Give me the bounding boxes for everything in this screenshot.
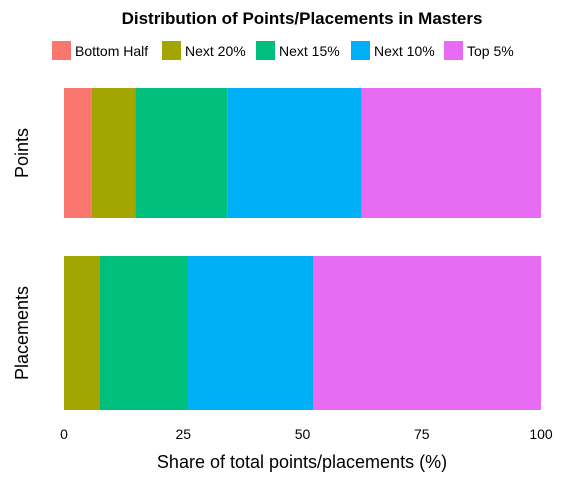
bar-points-next-10pct xyxy=(227,88,362,218)
chart-title: Distribution of Points/Placements in Mas… xyxy=(122,9,483,28)
bar-points-bottom-half xyxy=(64,88,92,218)
y-tick-label-placements: Placements xyxy=(12,286,32,380)
legend-swatch xyxy=(52,41,71,60)
x-tick-label: 75 xyxy=(414,426,430,442)
bar-points-top-5pct xyxy=(361,88,541,218)
legend-item-next-10pct: Next 10% xyxy=(351,41,435,60)
legend-item-top-5pct: Top 5% xyxy=(444,41,514,60)
x-tick-label: 50 xyxy=(295,426,311,442)
y-axis: Points Placements xyxy=(12,128,32,380)
legend-label: Next 20% xyxy=(185,43,246,59)
bar-placements-next-15pct xyxy=(99,256,189,410)
x-axis: 0 25 50 75 100 xyxy=(60,426,553,442)
legend-label: Next 15% xyxy=(279,43,340,59)
legend-label: Bottom Half xyxy=(75,43,148,59)
legend: Bottom Half Next 20% Next 15% Next 10% Top 5… xyxy=(52,41,514,60)
x-tick-label: 100 xyxy=(529,426,553,442)
bar-placements-next-20pct xyxy=(64,256,100,410)
legend-swatch xyxy=(444,41,463,60)
legend-item-next-20pct: Next 20% xyxy=(162,41,246,60)
legend-swatch xyxy=(162,41,181,60)
legend-swatch xyxy=(256,41,275,60)
y-tick-label-points: Points xyxy=(12,128,32,178)
bar-placements-top-5pct xyxy=(312,256,541,410)
legend-label: Next 10% xyxy=(374,43,435,59)
bars xyxy=(64,88,541,410)
legend-item-bottom-half: Bottom Half xyxy=(52,41,148,60)
x-axis-title: Share of total points/placements (%) xyxy=(157,452,447,472)
bar-points-next-20pct xyxy=(91,88,136,218)
x-tick-label: 25 xyxy=(175,426,191,442)
legend-swatch xyxy=(351,41,370,60)
x-tick-label: 0 xyxy=(60,426,68,442)
bar-points-next-15pct xyxy=(135,88,228,218)
bar-placements-next-10pct xyxy=(188,256,313,410)
legend-label: Top 5% xyxy=(467,43,514,59)
legend-item-next-15pct: Next 15% xyxy=(256,41,340,60)
